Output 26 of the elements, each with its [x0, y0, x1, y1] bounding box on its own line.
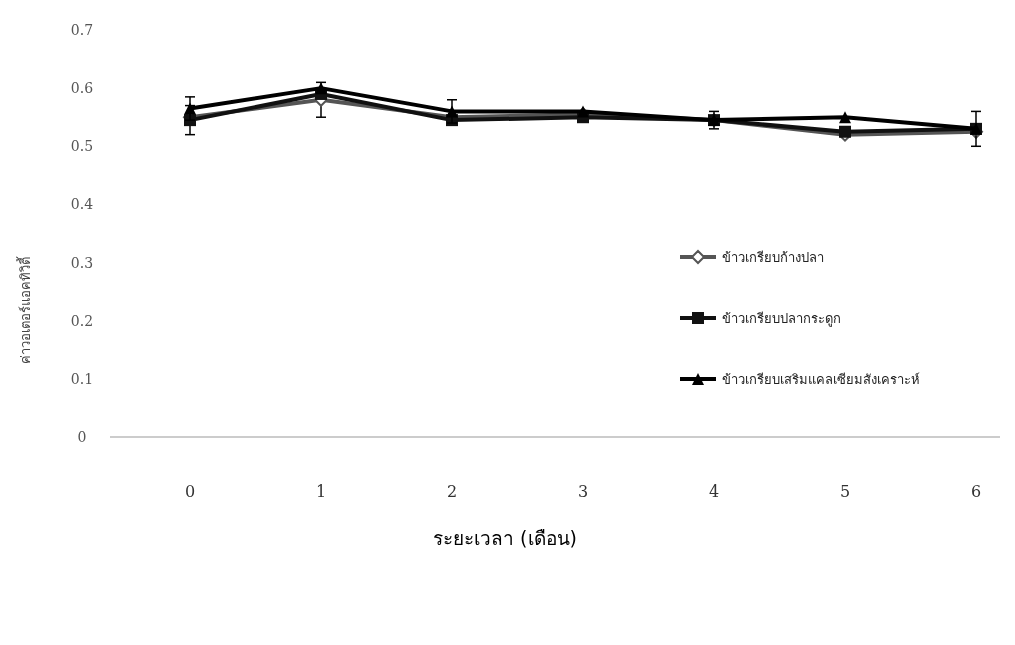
x-tick-label: 1 — [315, 482, 327, 501]
y-tick-label: 0.6 — [70, 80, 94, 97]
y-tick-label: 0.5 — [70, 138, 94, 155]
legend-label: ข้าวเกรียบปลากระดูก — [722, 311, 841, 327]
legend-label: ข้าวเกรียบเสริมแคลเซียมสังเคราะห์ — [722, 372, 920, 387]
y-tick-label: 0.7 — [70, 22, 94, 38]
point — [577, 105, 589, 118]
x-tick-label: 4 — [708, 482, 720, 501]
x-tick-label: 2 — [446, 482, 458, 501]
point — [839, 125, 851, 138]
y-axis-title: ค่าวอเตอร์แอคทิวิตี้ — [16, 255, 33, 364]
y-tick-label: 0.2 — [70, 312, 94, 329]
x-tick-label: 6 — [970, 482, 982, 501]
point — [446, 105, 458, 118]
y-tick-label: 0.4 — [70, 196, 94, 213]
x-tick-label: 3 — [577, 482, 589, 501]
y-tick-label: 0.1 — [70, 370, 94, 387]
legend-label: ข้าวเกรียบก้างปลา — [722, 250, 824, 265]
y-tick-label: 0.3 — [70, 254, 94, 271]
point — [315, 82, 327, 95]
point — [184, 102, 196, 115]
x-axis-title: ระยะเวลา (เดือน) — [433, 527, 577, 549]
x-tick-label: 0 — [184, 482, 196, 501]
x-tick-label: 5 — [839, 482, 851, 501]
point — [839, 111, 851, 124]
y-tick-label: 0 — [77, 429, 87, 445]
